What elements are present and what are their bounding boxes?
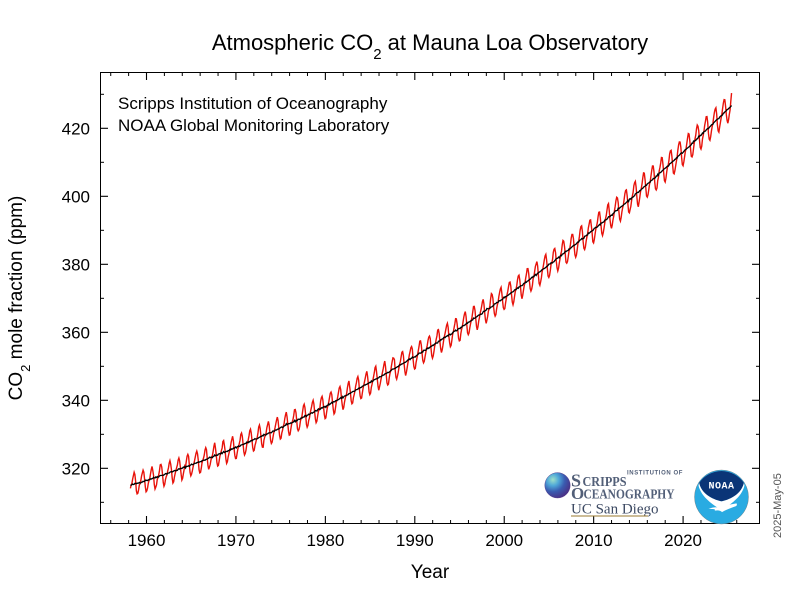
svg-text:UC San Diego: UC San Diego	[571, 502, 659, 518]
svg-text:Year: Year	[411, 562, 450, 583]
svg-text:NOAA Global Monitoring Laborat: NOAA Global Monitoring Laboratory	[118, 116, 390, 135]
svg-text:420: 420	[62, 119, 90, 138]
svg-text:1980: 1980	[306, 531, 344, 550]
svg-text:CEANOGRAPHY: CEANOGRAPHY	[584, 488, 675, 503]
svg-text:340: 340	[62, 391, 90, 410]
svg-text:1990: 1990	[396, 531, 434, 550]
svg-text:O: O	[571, 484, 584, 503]
svg-text:320: 320	[62, 459, 90, 478]
svg-text:CO2 mole fraction (ppm): CO2 mole fraction (ppm)	[6, 196, 33, 401]
svg-text:360: 360	[62, 323, 90, 342]
svg-text:2010: 2010	[575, 531, 613, 550]
svg-text:Scripps Institution of Oceanog: Scripps Institution of Oceanography	[118, 94, 388, 113]
svg-text:NOAA: NOAA	[708, 482, 734, 493]
svg-text:INSTITUTION OF: INSTITUTION OF	[627, 471, 683, 477]
svg-text:Atmospheric CO2 at Mauna Loa O: Atmospheric CO2 at Mauna Loa Observatory	[212, 30, 648, 63]
svg-text:2020: 2020	[664, 531, 702, 550]
svg-text:1960: 1960	[128, 531, 166, 550]
svg-text:1970: 1970	[217, 531, 255, 550]
svg-text:400: 400	[62, 187, 90, 206]
svg-text:2000: 2000	[485, 531, 523, 550]
svg-text:380: 380	[62, 255, 90, 274]
svg-text:2025-May-05: 2025-May-05	[772, 473, 784, 538]
